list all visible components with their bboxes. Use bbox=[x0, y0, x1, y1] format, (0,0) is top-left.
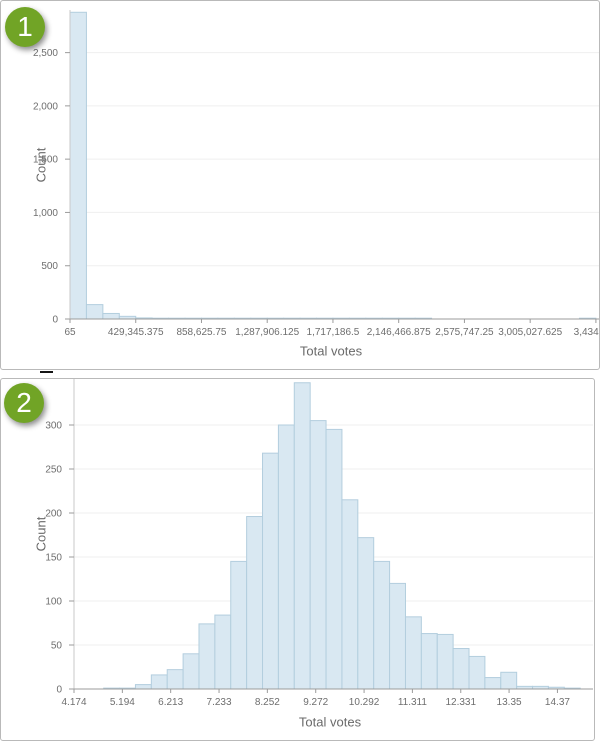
histogram-bar[interactable] bbox=[389, 582, 406, 690]
y-tick-label: 2,500 bbox=[33, 48, 58, 59]
histogram-bar[interactable] bbox=[214, 614, 232, 690]
histogram-bar[interactable] bbox=[134, 684, 152, 690]
histogram-bar[interactable] bbox=[262, 452, 279, 690]
histogram-bar[interactable] bbox=[277, 424, 295, 690]
y-tick-label: 0 bbox=[56, 685, 62, 696]
histogram-bar[interactable] bbox=[325, 428, 343, 690]
x-tick-label: 10.292 bbox=[349, 697, 380, 708]
x-tick-label: 11.311 bbox=[398, 697, 428, 708]
y-tick-label: 300 bbox=[45, 421, 62, 432]
x-tick-label: 12.331 bbox=[445, 697, 476, 708]
histogram-card-log-totals[interactable]: 0 50 100 150 200 250 300 4.174 5.194 6.213 7.233 8.… bbox=[0, 378, 595, 741]
histogram-bar[interactable] bbox=[293, 382, 311, 690]
y-axis-title: Count bbox=[33, 516, 49, 552]
histogram-bar[interactable] bbox=[436, 633, 454, 690]
y-tick-label: 0 bbox=[52, 315, 58, 326]
histogram-bar[interactable] bbox=[357, 537, 375, 690]
y-tick-label: 2,000 bbox=[33, 101, 58, 112]
x-tick-label: 4.174 bbox=[61, 697, 86, 708]
histogram-bar[interactable] bbox=[420, 633, 438, 690]
histogram-plot-log-totals[interactable]: 0 50 100 150 200 250 300 4.174 5.194 6.213 7.233 8.… bbox=[1, 379, 594, 740]
histogram-bar[interactable] bbox=[246, 516, 264, 690]
x-tick-label: 5.194 bbox=[110, 697, 135, 708]
x-tick-label: 2,575,747.25 bbox=[435, 327, 494, 338]
histogram-plot-raw-totals[interactable]: 0 500 1,000 1,500 2,000 2,500 65 429,345.375 858… bbox=[1, 1, 599, 369]
histogram-bar[interactable] bbox=[309, 420, 327, 690]
histogram-bar[interactable] bbox=[85, 304, 104, 320]
x-tick-label: 1,717,186.5 bbox=[307, 327, 360, 338]
histogram-bar[interactable] bbox=[468, 655, 486, 690]
histogram-bar[interactable] bbox=[404, 616, 422, 690]
x-tick-label: 65 bbox=[64, 327, 76, 338]
x-tick-label: 1,287,906.125 bbox=[235, 327, 299, 338]
histogram-bar[interactable] bbox=[198, 623, 216, 690]
x-tick-label: 14.37 bbox=[545, 697, 570, 708]
x-tick-label: 13.35 bbox=[497, 697, 522, 708]
x-tick-label: 6.213 bbox=[158, 697, 183, 708]
histogram-bar[interactable] bbox=[150, 674, 168, 690]
x-tick-label: 3,434,308 bbox=[574, 327, 599, 338]
y-tick-label: 250 bbox=[45, 465, 62, 476]
y-axis-title: Count bbox=[33, 147, 49, 183]
histogram-bar[interactable] bbox=[102, 312, 120, 320]
histogram-bar[interactable] bbox=[166, 669, 184, 690]
y-tick-label: 1,500 bbox=[33, 155, 58, 166]
histogram-bar[interactable] bbox=[452, 648, 470, 690]
y-tick-label: 50 bbox=[51, 641, 63, 652]
x-tick-label: 7.233 bbox=[207, 697, 232, 708]
histogram-bar[interactable] bbox=[341, 499, 359, 690]
x-tick-label: 9.272 bbox=[303, 697, 328, 708]
y-tick-label: 100 bbox=[45, 597, 62, 608]
step-badge-2: 2 bbox=[4, 383, 44, 423]
y-tick-label: 500 bbox=[41, 261, 58, 272]
histogram-bar[interactable] bbox=[500, 671, 518, 690]
histogram-bar[interactable] bbox=[182, 653, 200, 690]
y-tick-label: 200 bbox=[45, 509, 62, 520]
histogram-bar[interactable] bbox=[373, 560, 391, 690]
x-tick-label: 8.252 bbox=[255, 697, 280, 708]
x-axis-title: Total votes bbox=[298, 714, 362, 730]
x-tick-label: 429,345.375 bbox=[108, 327, 164, 338]
x-tick-label: 3,005,027.625 bbox=[498, 327, 562, 338]
y-tick-label: 1,000 bbox=[33, 208, 58, 219]
x-tick-label: 858,625.75 bbox=[176, 327, 226, 338]
histogram-bar[interactable] bbox=[230, 560, 248, 690]
histogram-bar[interactable] bbox=[69, 11, 87, 320]
y-tick-label: 150 bbox=[45, 553, 62, 564]
histogram-bar[interactable] bbox=[484, 677, 502, 690]
x-axis-title: Total votes bbox=[299, 343, 363, 359]
x-tick-label: 2,146,466.875 bbox=[367, 327, 431, 338]
histogram-card-raw-totals[interactable]: 0 500 1,000 1,500 2,000 2,500 65 429,345.375 858… bbox=[0, 0, 600, 370]
cropped-text-artifact bbox=[40, 371, 53, 373]
step-badge-1: 1 bbox=[5, 7, 45, 47]
